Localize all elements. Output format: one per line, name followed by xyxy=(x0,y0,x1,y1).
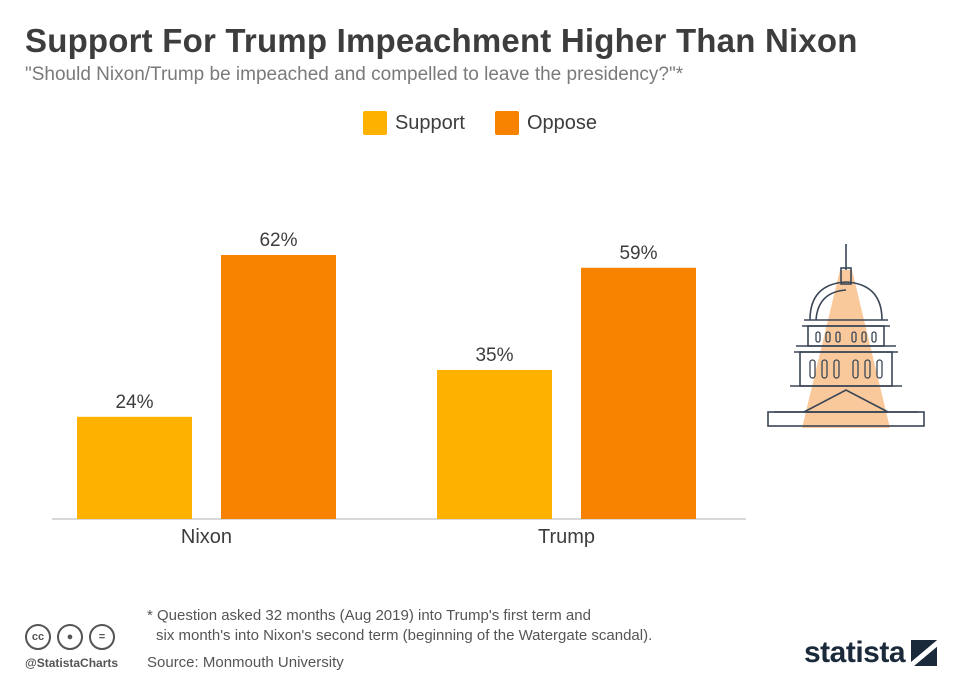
statista-logo-mark-icon xyxy=(911,640,938,666)
bar-chart: 24% 62% Nixon 35% 59% Trump xyxy=(52,230,746,548)
data-label-oppose-trump: 59% xyxy=(619,243,657,264)
legend-item-oppose: Oppose xyxy=(495,111,597,135)
cc-icon[interactable]: cc xyxy=(25,624,51,650)
data-label-oppose-nixon: 62% xyxy=(259,230,297,251)
legend: Support Oppose xyxy=(0,111,960,135)
brand-name: statista xyxy=(804,636,906,669)
footnote: * Question asked 32 months (Aug 2019) in… xyxy=(147,606,652,646)
data-label-support-trump: 35% xyxy=(475,345,513,366)
category-label-trump: Trump xyxy=(538,526,595,548)
source-note: Source: Monmouth University xyxy=(147,654,344,671)
category-label-nixon: Nixon xyxy=(181,526,232,548)
license-icons: cc ● = xyxy=(25,624,115,650)
chart-title: Support For Trump Impeachment Higher Tha… xyxy=(25,22,858,59)
bar-oppose-nixon xyxy=(221,255,336,519)
legend-label-oppose: Oppose xyxy=(527,111,598,134)
statista-logo[interactable]: statista xyxy=(804,636,938,670)
footnote-line-2: six month's into Nixon's second term (be… xyxy=(156,627,653,644)
capitol-icon xyxy=(767,244,925,428)
bar-oppose-trump xyxy=(581,267,696,519)
footnote-line-1: * Question asked 32 months (Aug 2019) in… xyxy=(147,607,591,624)
bar-support-nixon xyxy=(77,416,192,519)
twitter-handle[interactable]: @StatistaCharts xyxy=(25,656,119,670)
by-icon[interactable]: ● xyxy=(57,624,83,650)
chart-subtitle: "Should Nixon/Trump be impeached and com… xyxy=(25,64,684,85)
nd-icon[interactable]: = xyxy=(89,624,115,650)
legend-item-support: Support xyxy=(362,111,465,135)
data-label-support-nixon: 24% xyxy=(115,392,153,413)
legend-swatch-oppose xyxy=(495,111,519,135)
legend-swatch-support xyxy=(362,111,387,135)
bar-support-trump xyxy=(437,369,552,519)
legend-label-support: Support xyxy=(394,111,465,134)
